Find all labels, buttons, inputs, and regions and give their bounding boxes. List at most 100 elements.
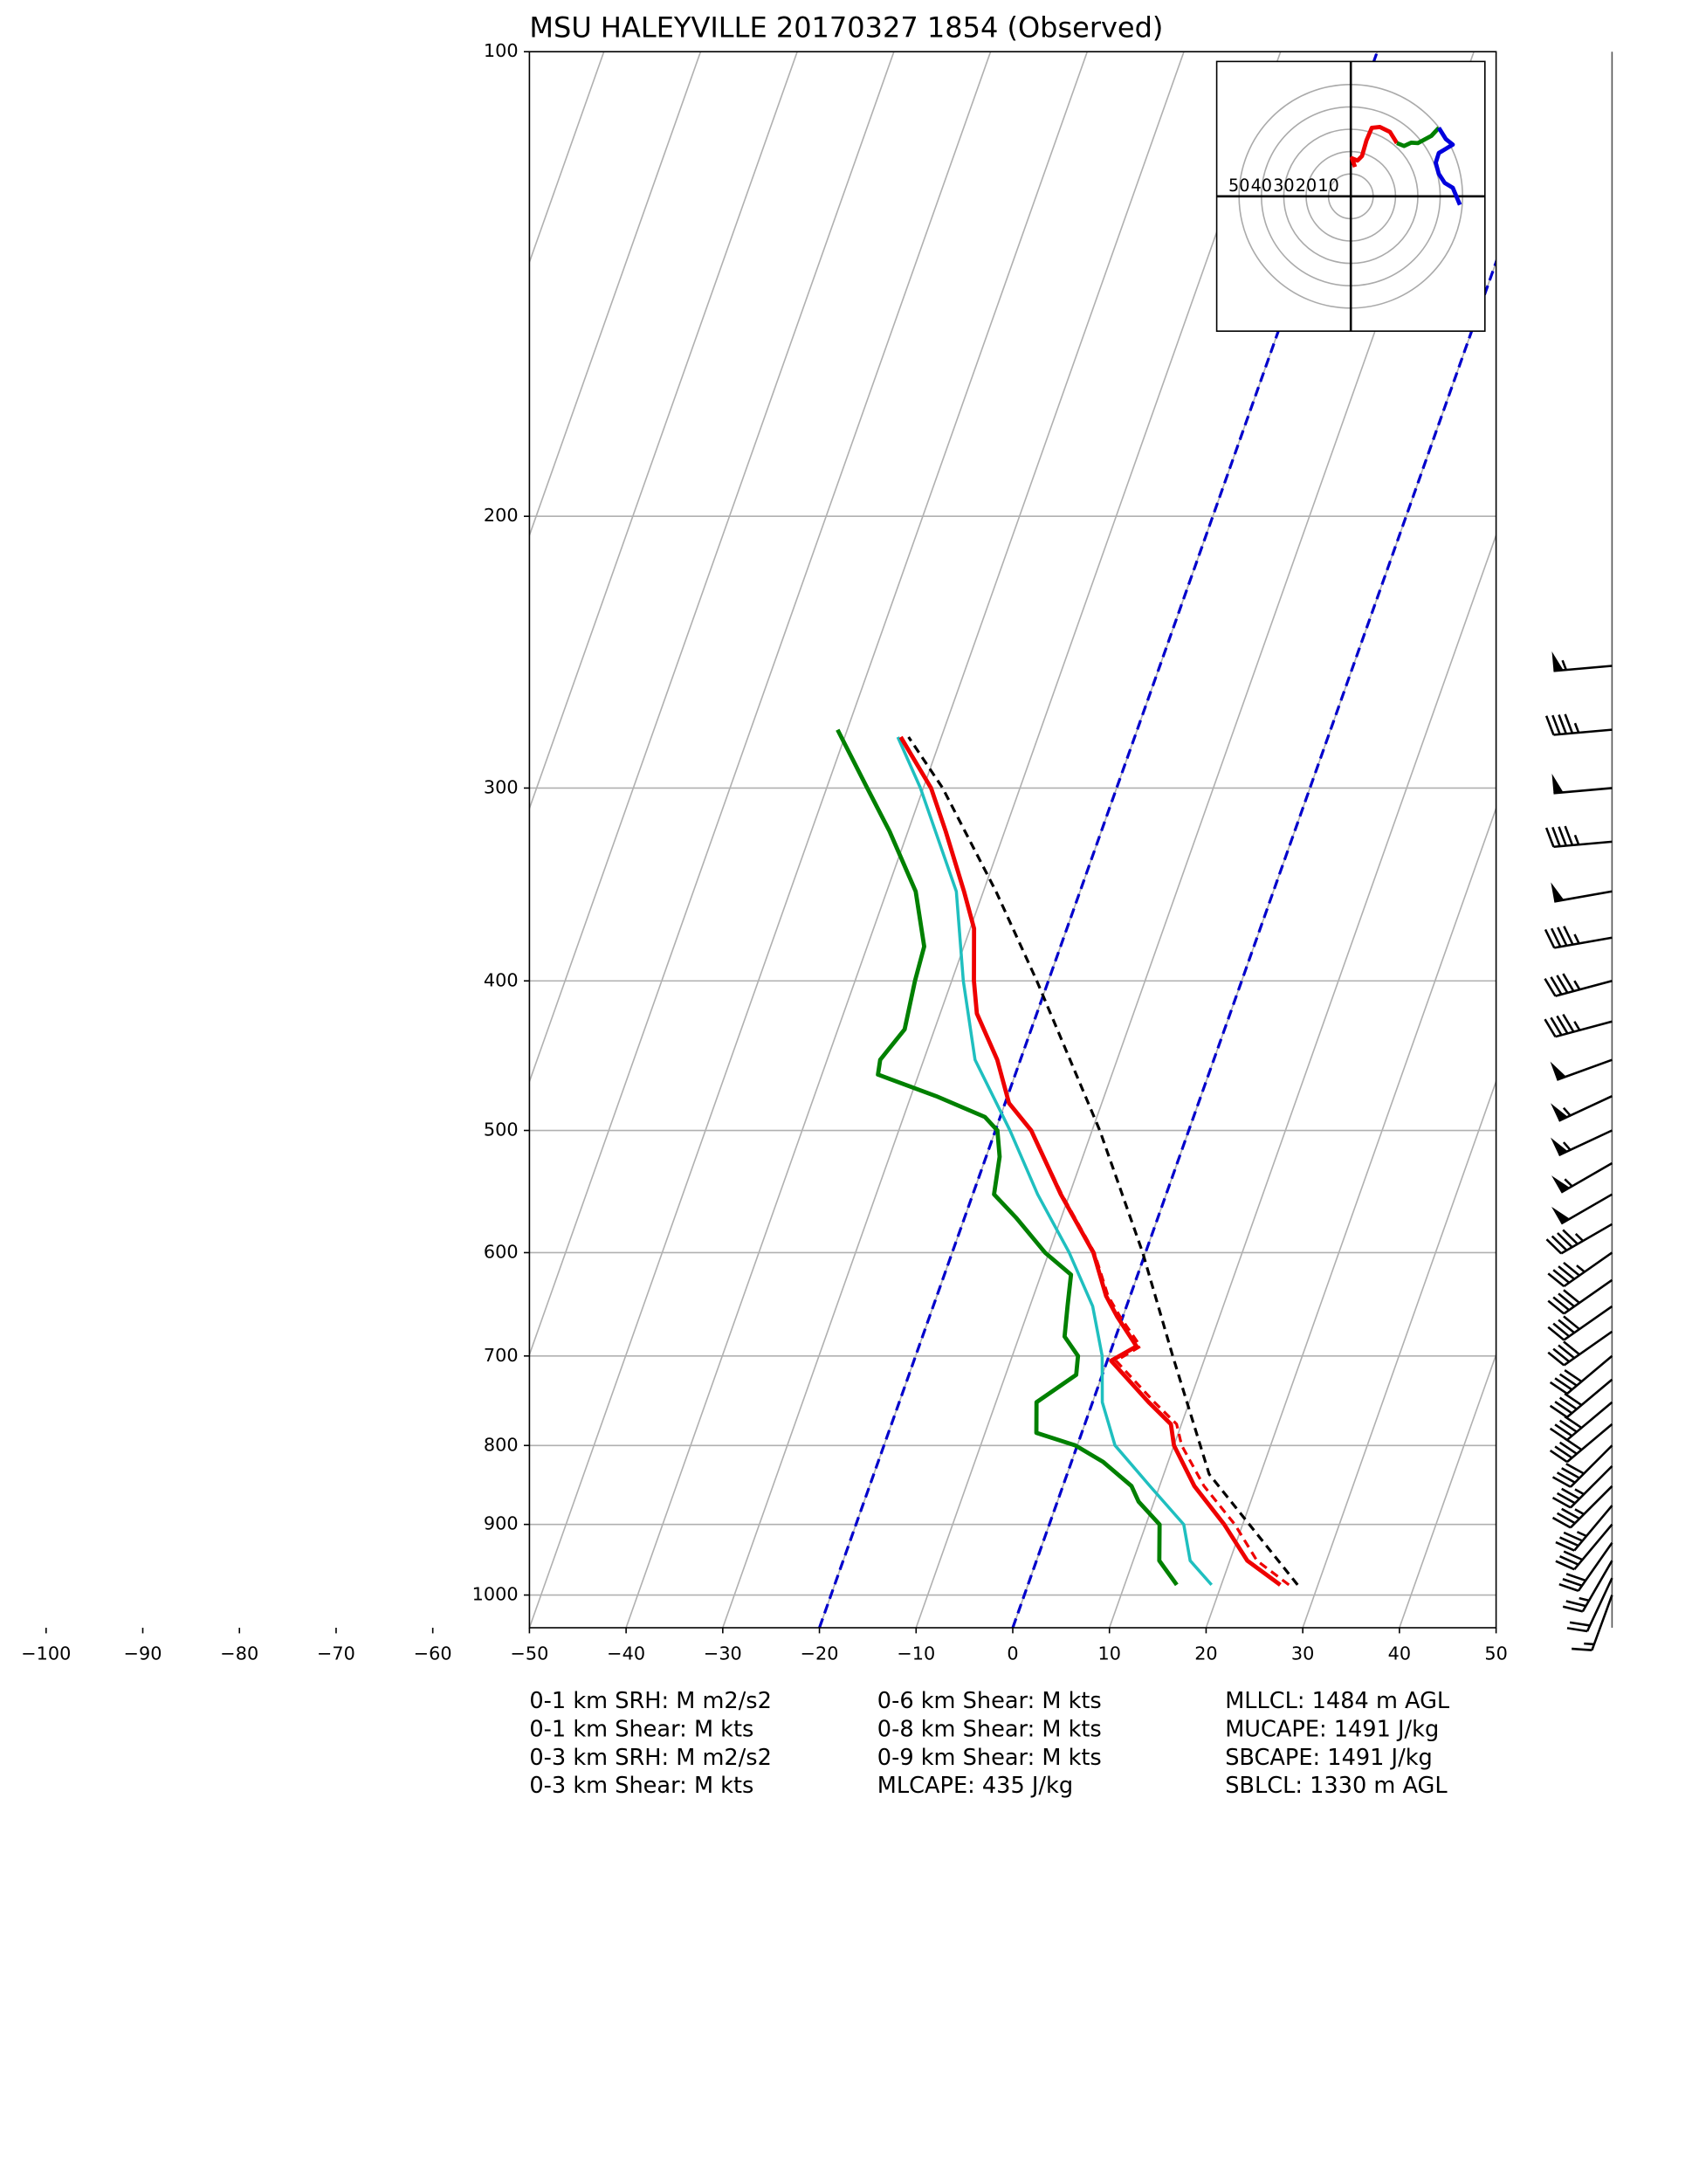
ring-label: 10 <box>1317 176 1338 196</box>
barb-feather <box>1565 1600 1586 1608</box>
barb-feather <box>1563 1340 1580 1356</box>
barb-half <box>1574 1488 1585 1496</box>
x-tick-label: 40 <box>1388 1643 1411 1664</box>
plot-area <box>529 52 1496 1629</box>
stat-text: 0-3 km Shear: M kts <box>529 1773 753 1799</box>
barb-feather <box>1544 1018 1557 1037</box>
y-tick-label: 1000 <box>472 1584 519 1605</box>
hodograph-trace <box>1434 127 1462 206</box>
wind-barb <box>1544 926 1613 949</box>
barb-staff <box>1553 787 1613 795</box>
y-tick-label: 800 <box>484 1434 519 1455</box>
hodograph-trace <box>1350 125 1400 169</box>
barb-staff <box>1573 1523 1613 1570</box>
barb-half <box>1573 834 1580 845</box>
barb-feather <box>1559 1536 1579 1547</box>
barb-staff <box>1569 1444 1613 1488</box>
barb-staff <box>1563 1305 1613 1341</box>
barb-feather <box>1549 1381 1568 1395</box>
barb-half <box>1562 1141 1572 1151</box>
stat-text: 0-6 km Shear: M kts <box>877 1688 1102 1714</box>
wind-barb <box>1566 1577 1613 1633</box>
barb-feather <box>1550 1016 1563 1036</box>
profile-line <box>836 728 1179 1587</box>
wind-barb <box>1551 651 1613 672</box>
barb-staff <box>1577 1541 1613 1592</box>
barb-feather <box>1563 1531 1583 1542</box>
barb-half <box>1573 1021 1581 1031</box>
barb-flag <box>1551 1206 1570 1224</box>
stat-text: SBCAPE: 1491 J/kg <box>1225 1745 1433 1771</box>
wind-barb <box>1547 1305 1613 1341</box>
wind-barb <box>1551 1161 1613 1194</box>
barb-feather <box>1547 1326 1565 1341</box>
barb-staff <box>1566 1401 1613 1441</box>
barb-feather <box>1564 1392 1583 1407</box>
isotherm <box>722 52 1282 1629</box>
barb-feather <box>1558 1373 1578 1387</box>
barb-feather <box>1563 1261 1580 1277</box>
ring-label: 50 <box>1228 176 1249 196</box>
barb-half <box>1573 934 1580 944</box>
wind-barb <box>1549 1401 1613 1441</box>
barb-staff <box>1553 936 1613 949</box>
highlight-isotherm <box>1011 258 1496 1629</box>
wind-barb <box>1551 1464 1613 1509</box>
x-tick-label: −10 <box>897 1643 935 1664</box>
wind-barb <box>1555 1523 1613 1571</box>
x-tick-label: −60 <box>414 1643 452 1664</box>
barb-feather <box>1562 1229 1579 1245</box>
barb-feather <box>1555 1560 1575 1571</box>
barb-staff <box>1566 1354 1613 1395</box>
profile-line <box>907 736 1299 1586</box>
barb-feather <box>1569 1621 1591 1627</box>
barb-feather <box>1544 928 1556 948</box>
barb-feather <box>1554 1377 1573 1391</box>
wind-barb <box>1547 1251 1613 1288</box>
barb-flag <box>1551 1103 1568 1121</box>
x-tick-label: 30 <box>1291 1643 1314 1664</box>
barb-feather <box>1551 1496 1572 1509</box>
barb-feather <box>1552 1322 1571 1338</box>
barb-feather <box>1562 1605 1584 1613</box>
wind-barb <box>1551 1193 1613 1225</box>
barb-feather <box>1547 1299 1565 1315</box>
barb-feather <box>1549 1427 1568 1441</box>
profile-line <box>898 735 1282 1587</box>
barb-staff <box>1553 890 1613 903</box>
barb-feather <box>1545 1238 1563 1255</box>
barb-feather <box>1544 978 1557 997</box>
isotherm <box>625 52 1185 1629</box>
isotherm <box>1108 533 1496 1629</box>
barb-feather <box>1563 1289 1580 1304</box>
barb-feather <box>1564 1368 1583 1383</box>
x-tick-label: −30 <box>704 1643 742 1664</box>
isotherm <box>1302 1079 1496 1629</box>
barb-staff <box>1566 1378 1613 1418</box>
y-tick-label: 600 <box>484 1241 519 1262</box>
barb-feather <box>1561 1467 1580 1479</box>
barb-feather <box>1564 1415 1583 1430</box>
barb-feather <box>1561 1487 1580 1500</box>
wind-barb <box>1544 825 1613 849</box>
ring-label: 40 <box>1251 176 1272 196</box>
barb-flag <box>1551 1137 1568 1155</box>
barb-feather <box>1563 1550 1583 1561</box>
barb-half <box>1573 722 1580 734</box>
barb-flag <box>1551 1175 1570 1193</box>
barb-feather <box>1564 825 1574 846</box>
barb-feather <box>1556 1512 1576 1525</box>
barb-flag <box>1551 773 1564 794</box>
y-tick-label: 300 <box>484 776 519 797</box>
barb-feather <box>1549 1449 1568 1464</box>
wind-barb <box>1549 1378 1613 1418</box>
barb-staff <box>1563 1278 1613 1315</box>
barb-feather <box>1562 1578 1583 1588</box>
barb-feather <box>1554 1423 1573 1437</box>
barb-feather <box>1547 1351 1565 1367</box>
barb-feather <box>1561 1507 1580 1520</box>
barb-staff <box>1563 1251 1613 1288</box>
barb-staff <box>1586 1577 1613 1632</box>
ring-label: 30 <box>1273 176 1294 196</box>
stat-text: 0-1 km Shear: M kts <box>529 1716 753 1742</box>
